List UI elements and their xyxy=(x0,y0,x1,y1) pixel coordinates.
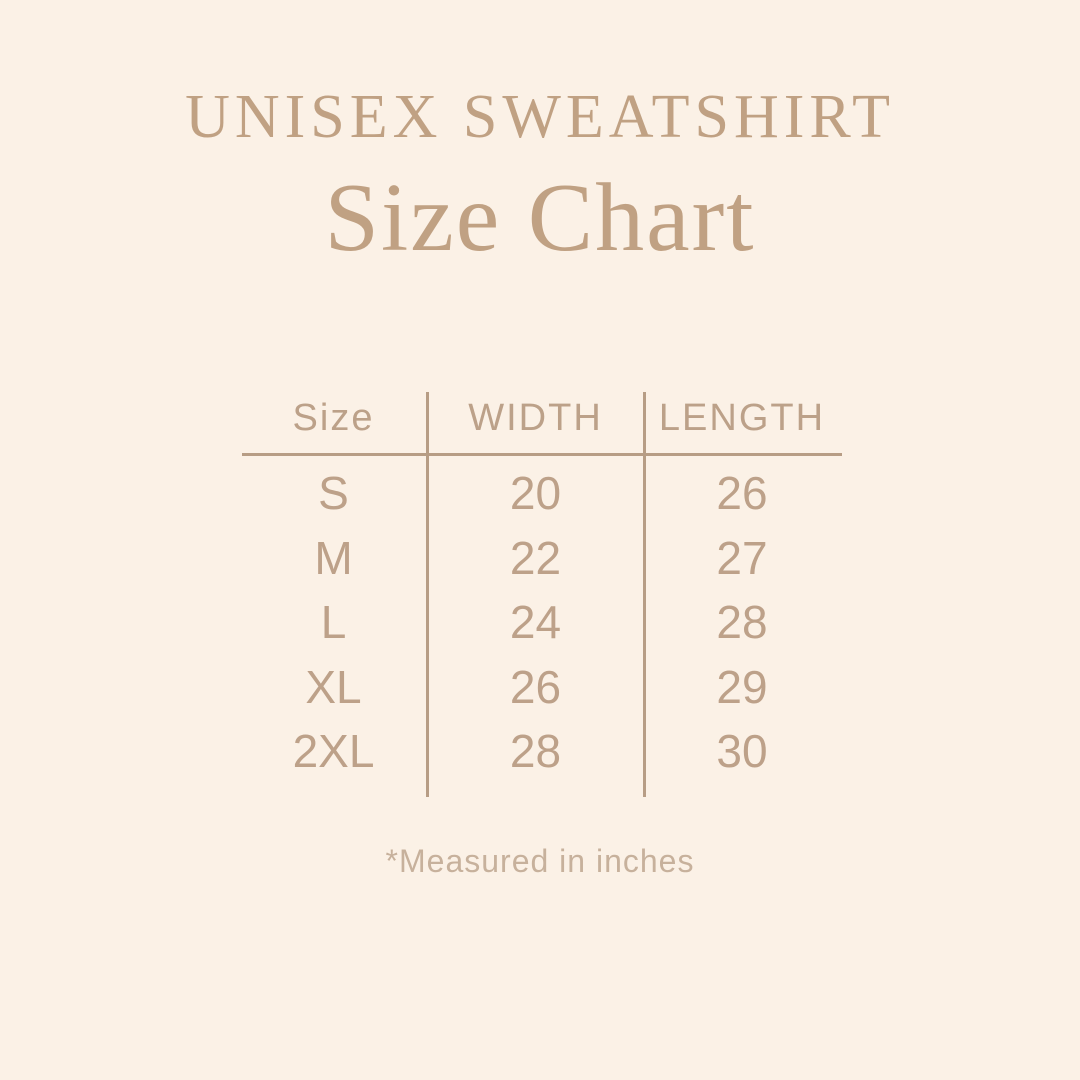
column-divider-line-2 xyxy=(643,392,646,797)
page-title: Size Chart xyxy=(324,164,756,272)
size-cell: L xyxy=(320,596,347,649)
column-header-width: WIDTH xyxy=(468,396,603,439)
length-cell: 30 xyxy=(716,725,768,778)
table-header-row: Size WIDTH LENGTH xyxy=(240,385,840,451)
table-body: S 20 26 M 22 27 L 24 28 XL 26 29 2XL 28 … xyxy=(240,461,840,784)
width-cell: 20 xyxy=(509,467,562,520)
width-cell: 26 xyxy=(509,660,562,713)
width-cell: 22 xyxy=(509,531,562,584)
length-cell: 27 xyxy=(716,531,768,584)
size-cell: 2XL xyxy=(292,725,375,778)
length-cell: 26 xyxy=(716,467,768,520)
column-divider-line-1 xyxy=(426,392,429,797)
size-table: Size WIDTH LENGTH S 20 26 M 22 27 L 24 2… xyxy=(240,385,842,805)
product-title: UNISEX SWEATSHIRT xyxy=(185,83,895,151)
table-row: S 20 26 xyxy=(240,461,840,526)
table-row: M 22 27 xyxy=(240,526,840,591)
size-cell: S xyxy=(318,467,349,520)
table-row: 2XL 28 30 xyxy=(240,719,840,784)
length-cell: 28 xyxy=(716,596,768,649)
measurement-note: *Measured in inches xyxy=(385,843,695,879)
size-cell: XL xyxy=(305,660,362,713)
width-cell: 28 xyxy=(509,725,562,778)
width-cell: 24 xyxy=(509,596,562,649)
column-header-length: LENGTH xyxy=(658,396,826,439)
length-cell: 29 xyxy=(716,660,768,713)
header-underline xyxy=(242,453,842,456)
table-row: L 24 28 xyxy=(240,590,840,655)
column-header-size: Size xyxy=(292,396,375,439)
table-row: XL 26 29 xyxy=(240,655,840,720)
size-cell: M xyxy=(314,531,353,584)
